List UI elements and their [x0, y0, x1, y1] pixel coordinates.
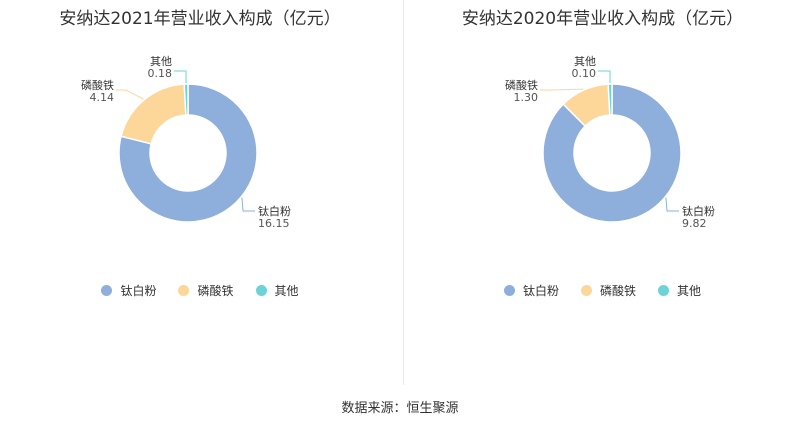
- label-other: 其他: [574, 55, 596, 68]
- legend-swatch: [503, 285, 515, 296]
- legend-item-other[interactable]: 其他: [255, 282, 299, 299]
- legend-label: 钛白粉: [120, 284, 157, 298]
- legend-item-iron-phosphate[interactable]: 磷酸铁: [580, 282, 636, 299]
- label-titanium: 钛白粉: [258, 204, 291, 218]
- slice-other[interactable]: [183, 83, 189, 116]
- slice-titanium[interactable]: [118, 83, 258, 223]
- value-label: 1.30: [514, 91, 539, 104]
- legend-item-iron-phosphate[interactable]: 磷酸铁: [178, 282, 234, 299]
- value-label: 0.10: [572, 67, 597, 80]
- leader-line: [174, 70, 187, 84]
- leader-line: [665, 197, 679, 212]
- chart-title: 安纳达2020年营业收入构成（亿元）: [461, 9, 744, 29]
- legend-swatch: [178, 285, 190, 296]
- leader-line: [540, 88, 584, 91]
- legend-label: 其他: [274, 284, 299, 298]
- legend-label: 磷酸铁: [197, 284, 234, 298]
- legend-item-titanium[interactable]: 钛白粉: [101, 282, 156, 299]
- label-other: 其他: [150, 55, 172, 68]
- label-titanium: 钛白粉: [682, 204, 715, 218]
- label-iron-phosphate: 磷酸铁: [505, 78, 538, 92]
- value-label: 0.18: [148, 67, 173, 80]
- chart-panel-2021: 安纳达2021年营业收入构成（亿元） 钛白粉 16.15 磷酸铁 4.14 其他 0.18…: [0, 0, 400, 385]
- chart-title: 安纳达2021年营业收入构成（亿元）: [59, 9, 341, 29]
- chart-panel-2020: 安纳达2020年营业收入构成（亿元） 钛白粉 9.82 磷酸铁 1.30 其他 0.10 …: [405, 0, 800, 385]
- legend-swatch: [101, 285, 113, 296]
- legend-swatch: [658, 285, 669, 296]
- panel-divider: [403, 0, 404, 385]
- label-iron-phosphate: 磷酸铁: [81, 78, 114, 92]
- leader-line: [241, 197, 255, 212]
- slice-other[interactable]: [607, 83, 613, 116]
- legend-label: 钛白粉: [522, 284, 559, 298]
- legend-swatch: [255, 285, 267, 296]
- legend-swatch: [580, 285, 592, 296]
- legend-item-other[interactable]: 其他: [658, 282, 701, 299]
- legend-label: 磷酸铁: [599, 284, 636, 298]
- leader-line: [116, 89, 144, 100]
- value-label: 16.15: [258, 217, 290, 230]
- legend: 钛白粉 磷酸铁 其他: [0, 282, 400, 299]
- data-source: 数据来源：恒生聚源: [341, 401, 459, 416]
- legend-label: 其他: [677, 284, 702, 298]
- legend-item-titanium[interactable]: 钛白粉: [503, 282, 559, 299]
- value-label: 4.14: [90, 91, 115, 104]
- value-label: 9.82: [682, 217, 707, 230]
- legend: 钛白粉 磷酸铁 其他: [405, 282, 800, 299]
- slice-iron-phosphate[interactable]: [120, 83, 187, 145]
- leader-line: [598, 70, 611, 84]
